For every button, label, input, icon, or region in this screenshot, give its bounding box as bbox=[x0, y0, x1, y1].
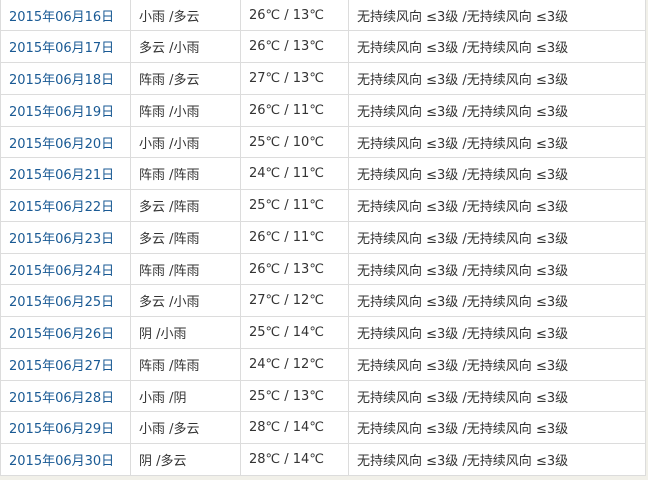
date-cell: 2015年06月16日 bbox=[0, 0, 131, 32]
weather-cell: 多云 /小雨 bbox=[130, 284, 241, 318]
wind-cell: 无持续风向 ≤3级 /无持续风向 ≤3级 bbox=[348, 411, 646, 445]
date-link[interactable]: 2015年06月25日 bbox=[9, 295, 115, 311]
date-link[interactable]: 2015年06月19日 bbox=[9, 104, 115, 120]
date-link[interactable]: 2015年06月29日 bbox=[9, 422, 115, 438]
table-row: 2015年06月25日 多云 /小雨 27℃ / 12℃ 无持续风向 ≤3级 /… bbox=[0, 284, 646, 318]
temperature-cell: 27℃ / 12℃ bbox=[240, 284, 349, 318]
wind-cell: 无持续风向 ≤3级 /无持续风向 ≤3级 bbox=[348, 30, 646, 64]
date-link[interactable]: 2015年06月22日 bbox=[9, 200, 115, 216]
weather-cell: 小雨 /多云 bbox=[130, 0, 241, 32]
date-cell: 2015年06月22日 bbox=[0, 189, 131, 222]
temperature-cell: 27℃ / 13℃ bbox=[240, 62, 349, 95]
date-cell: 2015年06月21日 bbox=[0, 157, 131, 191]
weather-cell: 多云 /阵雨 bbox=[130, 189, 241, 222]
weather-cell: 阴 /小雨 bbox=[130, 316, 241, 349]
wind-cell: 无持续风向 ≤3级 /无持续风向 ≤3级 bbox=[348, 189, 646, 222]
wind-cell: 无持续风向 ≤3级 /无持续风向 ≤3级 bbox=[348, 443, 646, 476]
weather-cell: 阵雨 /多云 bbox=[130, 62, 241, 95]
wind-cell: 无持续风向 ≤3级 /无持续风向 ≤3级 bbox=[348, 316, 646, 349]
temperature-cell: 26℃ / 13℃ bbox=[240, 30, 349, 64]
wind-cell: 无持续风向 ≤3级 /无持续风向 ≤3级 bbox=[348, 347, 646, 381]
wind-cell: 无持续风向 ≤3级 /无持续风向 ≤3级 bbox=[348, 220, 646, 254]
temperature-cell: 24℃ / 11℃ bbox=[240, 157, 349, 191]
date-cell: 2015年06月26日 bbox=[0, 316, 131, 349]
temperature-cell: 26℃ / 13℃ bbox=[240, 252, 349, 286]
date-link[interactable]: 2015年06月23日 bbox=[9, 231, 115, 247]
date-cell: 2015年06月27日 bbox=[0, 347, 131, 381]
temperature-cell: 25℃ / 13℃ bbox=[240, 379, 349, 413]
date-link[interactable]: 2015年06月21日 bbox=[9, 168, 115, 184]
wind-cell: 无持续风向 ≤3级 /无持续风向 ≤3级 bbox=[348, 62, 646, 95]
date-link[interactable]: 2015年06月30日 bbox=[9, 454, 115, 470]
wind-cell: 无持续风向 ≤3级 /无持续风向 ≤3级 bbox=[348, 93, 646, 127]
temperature-cell: 26℃ / 11℃ bbox=[240, 220, 349, 254]
date-cell: 2015年06月24日 bbox=[0, 252, 131, 286]
wind-cell: 无持续风向 ≤3级 /无持续风向 ≤3级 bbox=[348, 0, 646, 32]
weather-cell: 多云 /阵雨 bbox=[130, 220, 241, 254]
date-link[interactable]: 2015年06月17日 bbox=[9, 41, 115, 57]
table-row: 2015年06月21日 阵雨 /阵雨 24℃ / 11℃ 无持续风向 ≤3级 /… bbox=[0, 157, 646, 191]
weather-cell: 阵雨 /小雨 bbox=[130, 93, 241, 127]
date-cell: 2015年06月28日 bbox=[0, 379, 131, 413]
wind-cell: 无持续风向 ≤3级 /无持续风向 ≤3级 bbox=[348, 252, 646, 286]
date-cell: 2015年06月19日 bbox=[0, 93, 131, 127]
date-cell: 2015年06月29日 bbox=[0, 411, 131, 445]
weather-cell: 小雨 /多云 bbox=[130, 411, 241, 445]
table-row: 2015年06月20日 小雨 /小雨 25℃ / 10℃ 无持续风向 ≤3级 /… bbox=[0, 125, 646, 159]
table-row: 2015年06月26日 阴 /小雨 25℃ / 14℃ 无持续风向 ≤3级 /无… bbox=[0, 316, 646, 349]
weather-cell: 阴 /多云 bbox=[130, 443, 241, 476]
table-row: 2015年06月19日 阵雨 /小雨 26℃ / 11℃ 无持续风向 ≤3级 /… bbox=[0, 93, 646, 127]
date-link[interactable]: 2015年06月24日 bbox=[9, 263, 115, 279]
date-cell: 2015年06月30日 bbox=[0, 443, 131, 476]
weather-cell: 小雨 /小雨 bbox=[130, 125, 241, 159]
temperature-cell: 25℃ / 14℃ bbox=[240, 316, 349, 349]
temperature-cell: 28℃ / 14℃ bbox=[240, 443, 349, 476]
table-row: 2015年06月29日 小雨 /多云 28℃ / 14℃ 无持续风向 ≤3级 /… bbox=[0, 411, 646, 445]
date-link[interactable]: 2015年06月26日 bbox=[9, 327, 115, 343]
date-link[interactable]: 2015年06月18日 bbox=[9, 73, 115, 89]
table-row: 2015年06月30日 阴 /多云 28℃ / 14℃ 无持续风向 ≤3级 /无… bbox=[0, 443, 646, 476]
wind-cell: 无持续风向 ≤3级 /无持续风向 ≤3级 bbox=[348, 379, 646, 413]
weather-cell: 小雨 /阴 bbox=[130, 379, 241, 413]
weather-cell: 多云 /小雨 bbox=[130, 30, 241, 64]
table-row: 2015年06月28日 小雨 /阴 25℃ / 13℃ 无持续风向 ≤3级 /无… bbox=[0, 379, 646, 413]
temperature-cell: 28℃ / 14℃ bbox=[240, 411, 349, 445]
date-cell: 2015年06月17日 bbox=[0, 30, 131, 64]
date-cell: 2015年06月23日 bbox=[0, 220, 131, 254]
weather-cell: 阵雨 /阵雨 bbox=[130, 252, 241, 286]
table-row: 2015年06月24日 阵雨 /阵雨 26℃ / 13℃ 无持续风向 ≤3级 /… bbox=[0, 252, 646, 286]
temperature-cell: 25℃ / 10℃ bbox=[240, 125, 349, 159]
table-row: 2015年06月16日 小雨 /多云 26℃ / 13℃ 无持续风向 ≤3级 /… bbox=[0, 0, 646, 32]
wind-cell: 无持续风向 ≤3级 /无持续风向 ≤3级 bbox=[348, 125, 646, 159]
date-link[interactable]: 2015年06月16日 bbox=[9, 9, 115, 25]
wind-cell: 无持续风向 ≤3级 /无持续风向 ≤3级 bbox=[348, 284, 646, 318]
date-cell: 2015年06月20日 bbox=[0, 125, 131, 159]
temperature-cell: 24℃ / 12℃ bbox=[240, 347, 349, 381]
date-link[interactable]: 2015年06月28日 bbox=[9, 390, 115, 406]
date-link[interactable]: 2015年06月27日 bbox=[9, 358, 115, 374]
weather-cell: 阵雨 /阵雨 bbox=[130, 157, 241, 191]
table-row: 2015年06月27日 阵雨 /阵雨 24℃ / 12℃ 无持续风向 ≤3级 /… bbox=[0, 347, 646, 381]
table-row: 2015年06月23日 多云 /阵雨 26℃ / 11℃ 无持续风向 ≤3级 /… bbox=[0, 220, 646, 254]
date-link[interactable]: 2015年06月20日 bbox=[9, 136, 115, 152]
table-row: 2015年06月17日 多云 /小雨 26℃ / 13℃ 无持续风向 ≤3级 /… bbox=[0, 30, 646, 64]
date-cell: 2015年06月18日 bbox=[0, 62, 131, 95]
table-row: 2015年06月22日 多云 /阵雨 25℃ / 11℃ 无持续风向 ≤3级 /… bbox=[0, 189, 646, 222]
wind-cell: 无持续风向 ≤3级 /无持续风向 ≤3级 bbox=[348, 157, 646, 191]
temperature-cell: 25℃ / 11℃ bbox=[240, 189, 349, 222]
temperature-cell: 26℃ / 11℃ bbox=[240, 93, 349, 127]
date-cell: 2015年06月25日 bbox=[0, 284, 131, 318]
table-row: 2015年06月18日 阵雨 /多云 27℃ / 13℃ 无持续风向 ≤3级 /… bbox=[0, 62, 646, 95]
weather-cell: 阵雨 /阵雨 bbox=[130, 347, 241, 381]
temperature-cell: 26℃ / 13℃ bbox=[240, 0, 349, 32]
